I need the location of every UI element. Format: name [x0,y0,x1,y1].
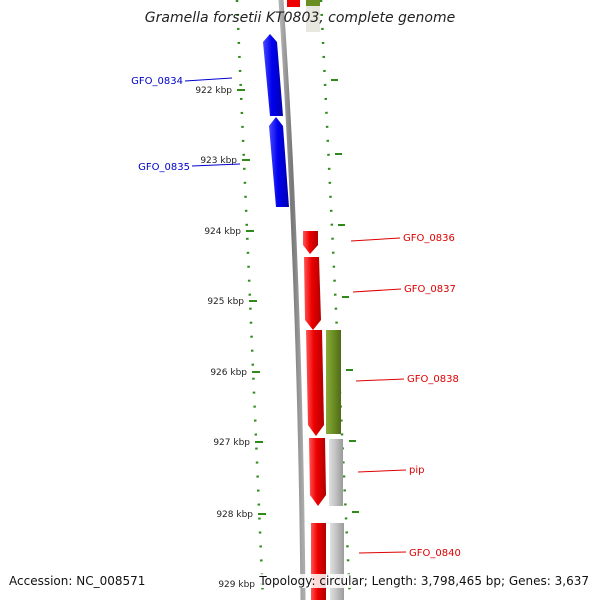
cds-gfo-0838[interactable] [306,330,324,436]
gene-label-gfo-0836[interactable]: GFO_0836 [403,233,455,244]
cds-gfo-0834[interactable] [263,34,283,116]
scale-tick-label: 924 kbp [204,227,241,237]
gc-dot-track-right [319,0,352,600]
cds-pip[interactable] [309,438,326,506]
cds-gfo-0840[interactable] [311,523,326,600]
scale-tick-label: 925 kbp [207,297,244,307]
cog-partial-top-olive [306,0,320,6]
scale-tick-label: 922 kbp [195,86,232,96]
gene-label-gfo-0840[interactable]: GFO_0840 [409,548,461,559]
accession-text: Accession: NC_008571 [7,574,148,588]
scale-tick-label: 928 kbp [216,510,253,520]
genome-summary-text: Topology: circular; Length: 3,798,465 bp… [257,574,591,588]
gene-leader-line-gfo-0835 [191,163,241,167]
gene-label-gfo-0834[interactable]: GFO_0834 [131,76,183,87]
scale-tick-label: 926 kbp [210,368,247,378]
scale-tick-label: 923 kbp [200,156,237,166]
gene-leader-line-gfo-0840 [358,551,407,554]
gene-leader-line-gfo-0837 [352,288,402,293]
gene-leader-line-gfo-0838 [355,378,405,382]
cog-grey-block-1 [329,439,343,506]
gene-label-gfo-0837[interactable]: GFO_0837 [404,284,456,295]
map-title: Gramella forsetii KT0803, complete genom… [144,10,456,26]
gene-label-pip[interactable]: pip [409,465,424,476]
cog-partial-top-grey [306,6,320,32]
cds-gfo-0835[interactable] [269,117,289,207]
scale-tick-label: 929 kbp [218,580,255,590]
scale-tick-label: 927 kbp [213,438,250,448]
cog-grey-block-2 [330,523,344,600]
gene-label-layer: GFO_0834 GFO_0835 GFO_0836 GFO_0837 GFO_0838… [131,76,461,559]
gene-label-gfo-0835[interactable]: GFO_0835 [138,162,190,173]
gene-leader-line-gfo-0834 [184,77,233,82]
gene-label-gfo-0838[interactable]: GFO_0838 [407,374,459,385]
cds-partial-top-red [287,0,300,7]
gene-leader-line-pip [357,469,407,473]
genome-backbone [278,0,306,600]
cog-olive-block [326,330,341,434]
cds-gfo-0836[interactable] [303,231,318,254]
gene-leader-line-gfo-0836 [350,237,401,242]
cds-gfo-0837[interactable] [304,257,321,330]
